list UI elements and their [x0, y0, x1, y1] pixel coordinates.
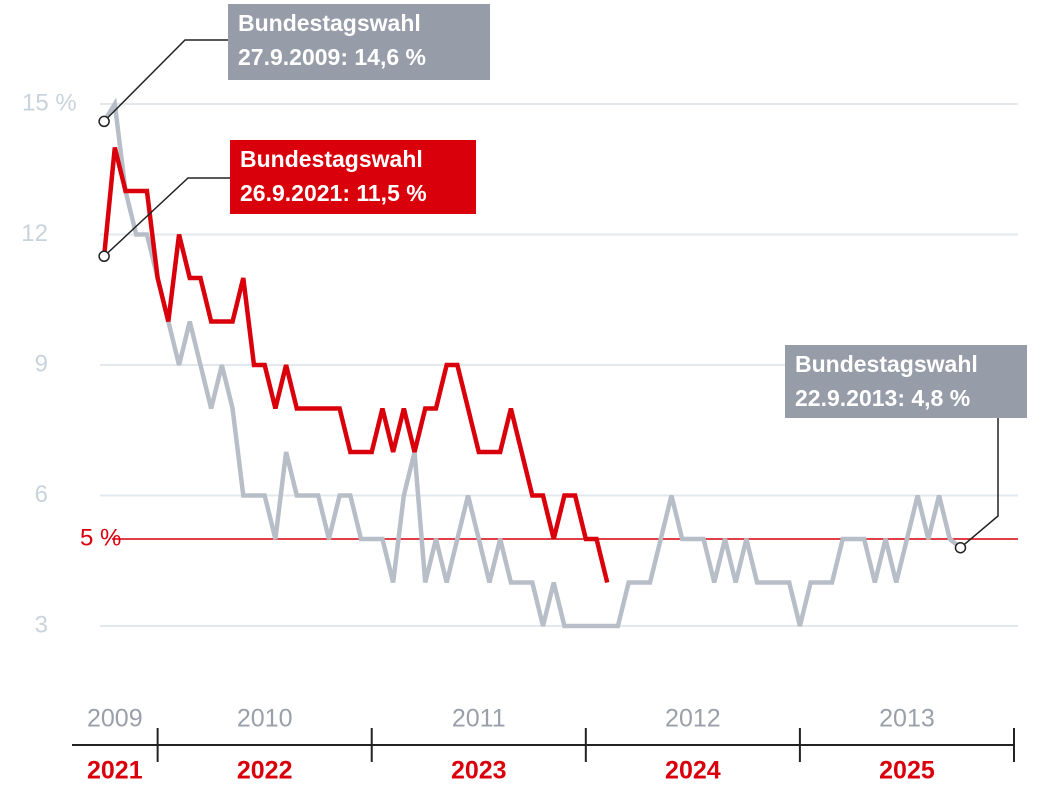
annotation-text: Bundestagswahl [795, 351, 978, 377]
annotation-leader [103, 39, 228, 122]
y-tick-label: 3 [35, 611, 48, 638]
annotation-box [230, 140, 476, 214]
series-line [101, 146, 610, 584]
annotation-leader [103, 177, 230, 257]
annotation-point [98, 250, 110, 262]
year-label-top: 2011 [452, 705, 506, 733]
annotation-text: 27.9.2009: 14,6 % [238, 44, 426, 70]
reference-label: 5 % [80, 524, 121, 551]
y-tick-label: 15 % [22, 89, 77, 116]
series-line [102, 97, 962, 629]
year-label-top: 2012 [665, 705, 721, 733]
y-tick-label: 12 [21, 220, 48, 247]
annotation-text: 26.9.2021: 11,5 % [240, 180, 427, 206]
annotation-point [954, 541, 967, 554]
annotation-leader [959, 418, 999, 549]
annotation-box [785, 345, 1027, 418]
year-label-top: 2010 [237, 705, 293, 733]
annotation-point [98, 115, 110, 128]
year-label-bottom: 2022 [237, 757, 293, 785]
year-label-bottom: 2025 [879, 757, 935, 785]
annotation-text: Bundestagswahl [240, 146, 423, 172]
annotation-box [228, 4, 490, 80]
year-label-top: 2009 [87, 705, 143, 733]
y-tick-label: 6 [35, 481, 48, 508]
annotation-text: 22.9.2013: 4,8 % [795, 385, 970, 411]
year-label-bottom: 2021 [87, 757, 143, 785]
y-tick-label: 9 [35, 350, 48, 377]
year-label-bottom: 2024 [665, 757, 721, 785]
year-label-bottom: 2023 [451, 757, 507, 785]
year-label-top: 2013 [879, 705, 935, 733]
annotation-text: Bundestagswahl [238, 10, 421, 36]
